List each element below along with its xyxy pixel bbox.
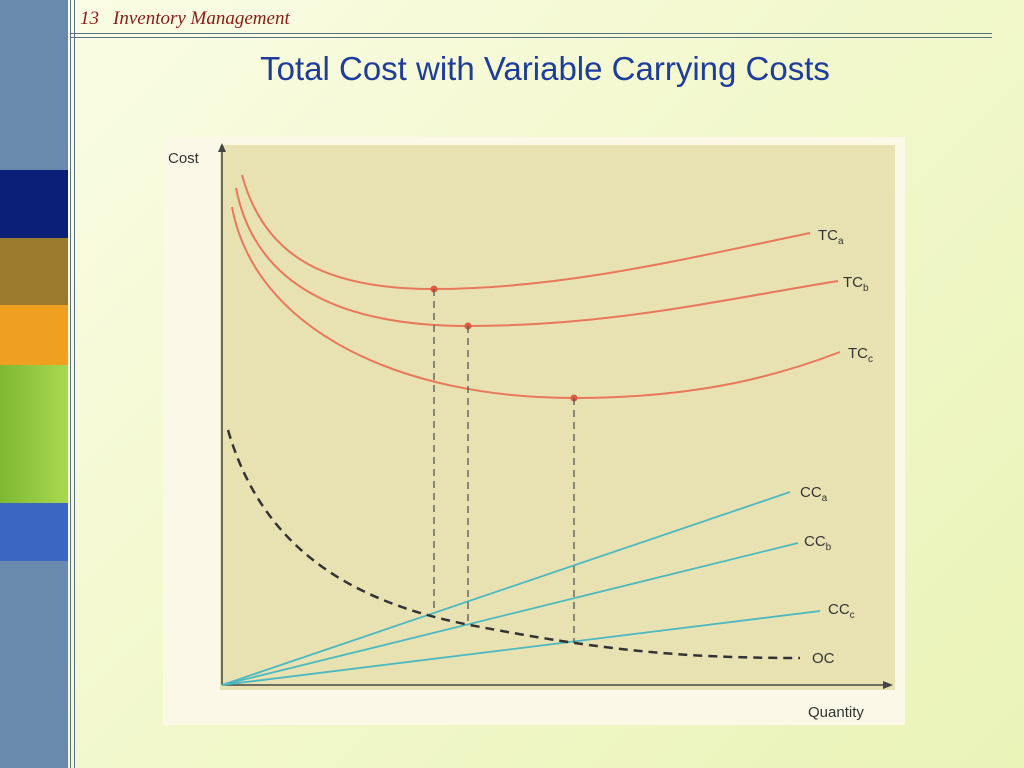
rule [74, 0, 75, 768]
rule [70, 33, 992, 34]
cc-a [221, 491, 791, 686]
y-axis-label: Cost [168, 150, 200, 167]
label-sub: a [822, 493, 828, 504]
curve-label: CCa [800, 484, 828, 504]
curve-label: CCc [828, 601, 855, 621]
rule [70, 37, 992, 38]
oc-curve [226, 429, 801, 660]
curve-label: TCb [843, 274, 869, 294]
stripe [0, 561, 68, 768]
cc-c [221, 610, 821, 686]
label-main: CC [828, 601, 850, 618]
tc-a [241, 174, 811, 291]
section: Inventory Management [113, 8, 290, 29]
label-main: CC [800, 484, 822, 501]
stripe [0, 170, 68, 238]
cc-lines [221, 491, 821, 686]
drop-lines [433, 289, 575, 643]
label-main: TC [818, 227, 838, 244]
plot-bg [220, 145, 895, 690]
arrow [218, 143, 226, 152]
curve-label: TCc [848, 345, 873, 365]
stripe [0, 0, 68, 170]
curve-label: CCb [804, 533, 832, 553]
curve-label: OC [812, 650, 835, 667]
label-main: OC [812, 650, 835, 667]
cc-b [221, 542, 799, 686]
stripe [0, 503, 68, 561]
header: 13 Inventory Management [80, 8, 304, 30]
label-sub: c [850, 610, 855, 621]
curve-label: TCa [818, 227, 844, 247]
label-sub: b [826, 542, 832, 553]
curve-labels: TCa TCb TCc CCa CCb CCc OC [800, 227, 873, 667]
stripe [0, 365, 68, 503]
label-main: TC [843, 274, 863, 291]
label-main: CC [804, 533, 826, 550]
x-axis-label: Quantity [808, 704, 864, 721]
stripe [0, 305, 68, 365]
title: Total Cost with Variable Carrying Costs [260, 50, 830, 87]
stripe [0, 238, 68, 305]
slide-number: 13 [80, 8, 99, 29]
arrow [883, 681, 893, 689]
tc-c [231, 206, 841, 400]
label-sub: b [863, 283, 869, 294]
rule [70, 0, 71, 768]
label-sub: a [838, 236, 844, 247]
label-sub: c [868, 354, 873, 365]
label-main: TC [848, 345, 868, 362]
